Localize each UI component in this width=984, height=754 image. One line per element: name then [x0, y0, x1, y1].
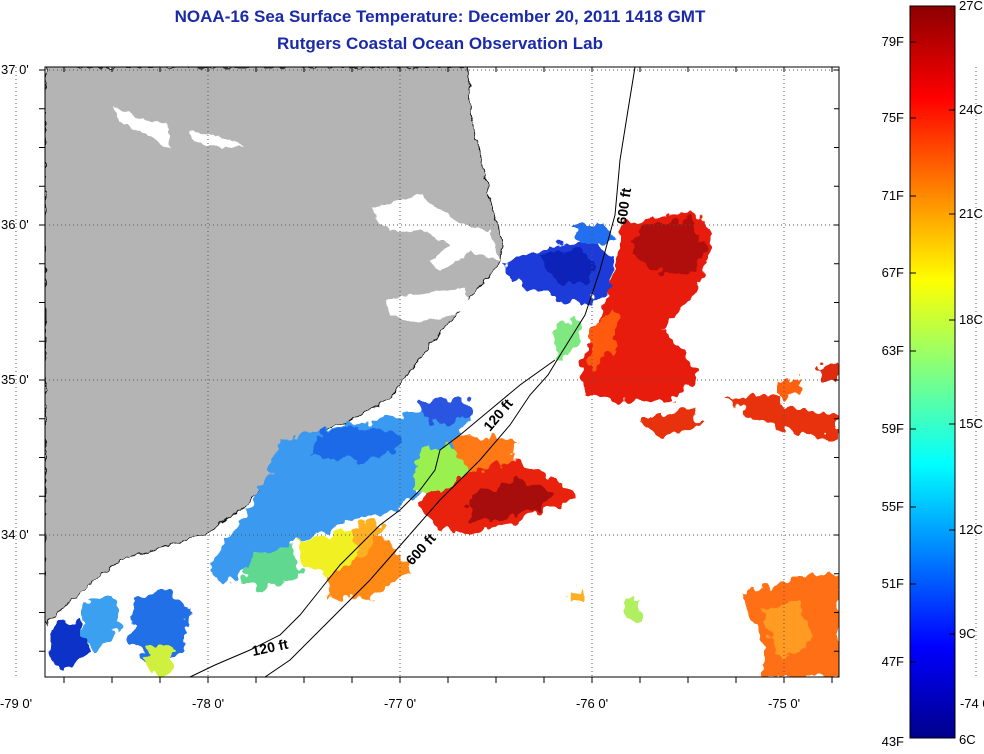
lon-tick-label: -76 0': [576, 696, 608, 711]
fahrenheit-label: 51F: [882, 576, 904, 591]
sst-data: [48, 212, 839, 677]
lon-tick-label: -77 0': [384, 696, 416, 711]
fahrenheit-label: 59F: [882, 421, 904, 436]
contour-label-120ft-south: 120 ft: [250, 636, 289, 659]
fahrenheit-label: 79F: [882, 34, 904, 49]
celsius-label: 27C: [959, 0, 983, 13]
lon-tick-label: -78 0': [192, 696, 224, 711]
map-subtitle: Rutgers Coastal Ocean Observation Lab: [277, 34, 603, 53]
celsius-label: 6C: [959, 732, 976, 747]
colorbar-ticks: [910, 41, 955, 663]
fahrenheit-label: 43F: [882, 734, 904, 749]
latitude-labels: 37 0' 36 0' 35 0' 34 0': [1, 62, 29, 542]
celsius-label: 12C: [959, 522, 983, 537]
bathymetry-contours: [189, 67, 636, 677]
fahrenheit-label: 55F: [882, 499, 904, 514]
celsius-label: 24C: [959, 102, 983, 117]
contour-600ft: [264, 67, 636, 677]
fahrenheit-label: 63F: [882, 343, 904, 358]
lat-tick-label: 37 0': [1, 62, 29, 77]
lat-tick-label: 36 0': [1, 217, 29, 232]
lon-tick-label: -75 0': [768, 696, 800, 711]
celsius-label: 15C: [959, 416, 983, 431]
contour-120ft: [189, 359, 556, 677]
map-title: NOAA-16 Sea Surface Temperature: Decembe…: [174, 7, 706, 26]
fahrenheit-label: 75F: [882, 110, 904, 125]
fahrenheit-label: 67F: [882, 265, 904, 280]
lat-tick-label: 34 0': [1, 527, 29, 542]
sounds: [112, 106, 500, 322]
celsius-labels: 27C 24C 21C 18C 15C 12C 9C 6C: [959, 0, 983, 747]
fahrenheit-label: 71F: [882, 188, 904, 203]
celsius-label: 18C: [959, 312, 983, 327]
fahrenheit-label: 47F: [882, 654, 904, 669]
lon-tick-label: -74 0': [960, 696, 984, 711]
longitude-labels: -79 0' -78 0' -77 0' -76 0' -75 0' -74 0': [0, 696, 984, 711]
lat-tick-label: 35 0': [1, 372, 29, 387]
lon-tick-label: -79 0': [0, 696, 32, 711]
contour-label-600ft-north: 600 ft: [613, 187, 634, 226]
fahrenheit-labels: 79F 75F 71F 67F 63F 59F 55F 51F 47F 43F: [882, 34, 904, 749]
axis-ticks: [39, 67, 839, 683]
celsius-label: 21C: [959, 206, 983, 221]
graticule: [15, 67, 977, 677]
colorbar-gradient: [909, 5, 956, 739]
celsius-label: 9C: [959, 626, 976, 641]
plot-frame: [44, 66, 840, 678]
